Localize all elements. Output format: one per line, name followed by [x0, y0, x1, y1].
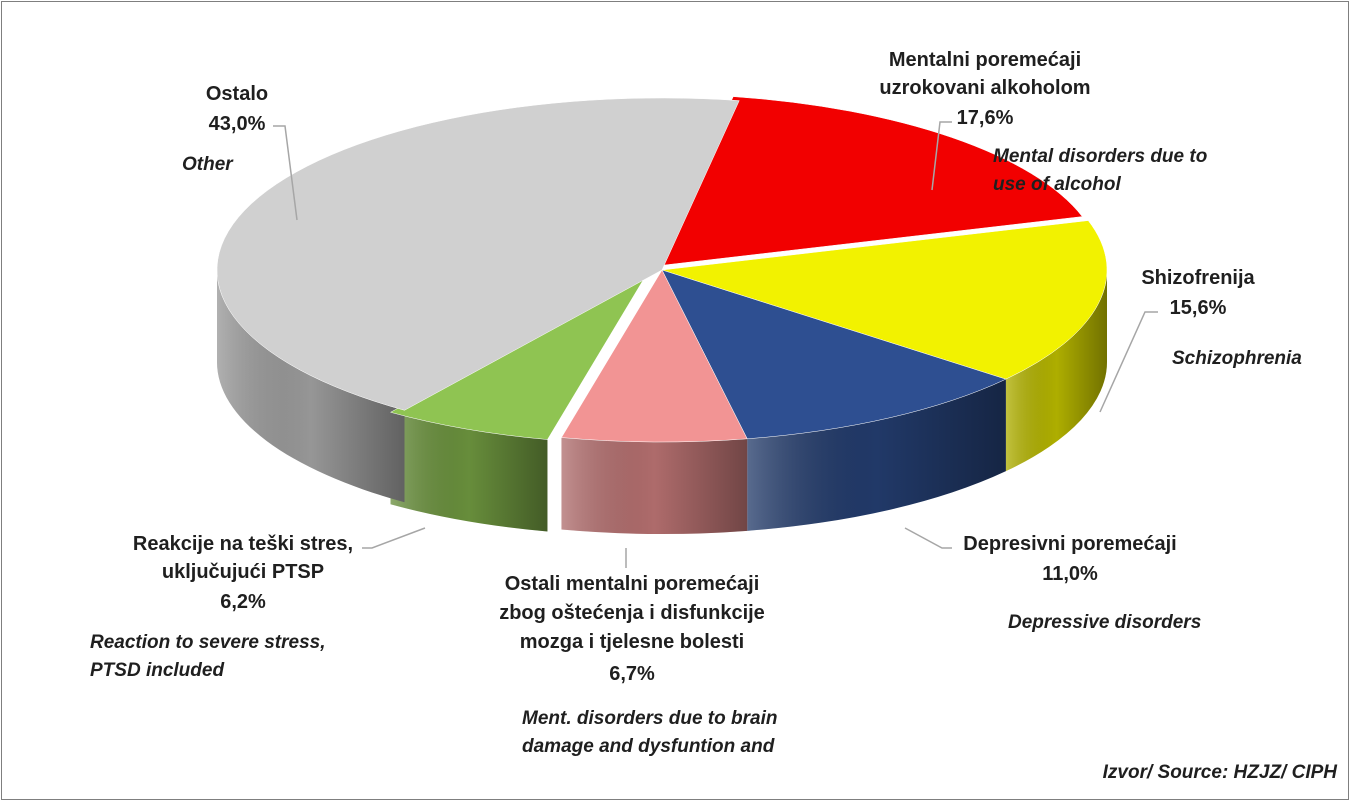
label-stress-pct: 6,2%	[220, 591, 266, 613]
label-brain-line1: Ostali mentalni poremećaji	[505, 573, 760, 595]
pie-side-shade-1	[1005, 270, 1107, 472]
label-alcohol-pct: 17,6%	[957, 107, 1014, 129]
pie-slice-2	[661, 269, 1007, 440]
label-other-pct: 43,0%	[209, 113, 266, 135]
leader-line-other	[273, 125, 298, 221]
label-brain-line2: zbog oštećenja i disfunkcije	[499, 602, 765, 624]
label-stress-line1: Reakcije na teški stres,	[133, 533, 353, 555]
label-stress-en1: Reaction to severe stress,	[90, 632, 326, 653]
pie-slice-5	[216, 97, 740, 411]
pie-sides	[217, 270, 1107, 534]
label-depress-en1: Depressive disorders	[1008, 612, 1201, 633]
leader-line-alcohol	[931, 121, 952, 191]
pie-slice-3	[561, 269, 748, 443]
label-alcohol-en2: use of alcohol	[993, 174, 1121, 195]
leader-line-schizo	[1099, 311, 1158, 413]
label-schizo-en1: Schizophrenia	[1172, 348, 1302, 369]
label-schizo-pct: 15,6%	[1170, 297, 1227, 319]
pie-side-shade-4	[390, 412, 548, 532]
label-brain-pct: 6,7%	[609, 663, 655, 685]
pie-slice-1	[661, 220, 1108, 380]
label-other-line1: Ostalo	[206, 83, 268, 105]
label-alcohol-line1: Mentalni poremećaji	[889, 49, 1081, 71]
pie-tops	[216, 96, 1108, 443]
label-alcohol-en1: Mental disorders due to	[993, 146, 1207, 167]
pie-side-shade-5	[217, 270, 405, 503]
label-brain-line3: mozga i tjelesne bolesti	[520, 631, 745, 653]
pie-side-shade-3	[561, 437, 748, 534]
leader-line-stress	[362, 527, 426, 549]
pie-slice-4	[389, 271, 649, 440]
label-depress-line1: Depresivni poremećaji	[963, 533, 1176, 555]
leader-line-depress	[904, 527, 952, 549]
pie-side-shade-2	[747, 379, 1006, 531]
label-stress-line2: uključujući PTSP	[162, 561, 324, 583]
pie-slice-0	[655, 96, 1083, 267]
label-schizo-line1: Shizofrenija	[1141, 267, 1255, 289]
label-stress-en2: PTSD included	[90, 660, 224, 681]
label-alcohol-line2: uzrokovani alkoholom	[879, 77, 1090, 99]
label-depress-pct: 11,0%	[1042, 563, 1098, 585]
label-other-en1: Other	[182, 154, 234, 175]
label-brain-en2: damage and dysfuntion and	[522, 736, 775, 757]
source-note: Izvor/ Source: HZJZ/ CIPH	[1103, 762, 1339, 783]
label-brain-en1: Ment. disorders due to brain	[522, 708, 777, 729]
